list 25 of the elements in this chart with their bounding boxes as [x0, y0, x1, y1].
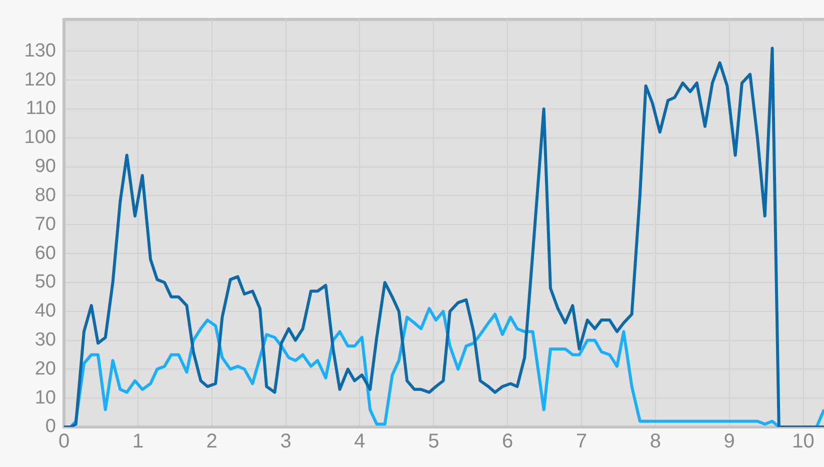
y-tick-label: 20	[34, 358, 56, 380]
y-tick-label: 120	[24, 69, 56, 90]
y-tick-label: 40	[34, 300, 56, 322]
x-tick-label: 3	[280, 430, 292, 453]
y-tick-label: 70	[34, 214, 56, 235]
y-tick-label: 60	[34, 242, 56, 264]
y-tick-label: 100	[24, 127, 56, 148]
y-tick-label: 110	[26, 98, 56, 120]
x-tick-label: 8	[650, 430, 661, 453]
x-tick-label: 6	[502, 430, 514, 453]
x-tick-label: 1	[132, 430, 144, 453]
x-tick-label: 0	[58, 430, 70, 453]
x-tick-label: 7	[576, 430, 588, 453]
x-tick-label: 4	[354, 430, 366, 453]
x-tick-label: 10	[792, 430, 814, 453]
y-tick-label: 10	[34, 387, 56, 408]
x-tick-label: 5	[428, 430, 440, 453]
y-tick-label: 0	[45, 416, 56, 438]
x-tick-label: 9	[724, 430, 735, 453]
y-tick-label: 130	[24, 40, 56, 62]
y-tick-label: 50	[34, 272, 56, 293]
x-tick-label: 2	[206, 430, 218, 453]
y-tick-label: 30	[34, 330, 56, 351]
y-tick-label: 90	[34, 156, 56, 178]
y-tick-label: 80	[34, 184, 56, 206]
